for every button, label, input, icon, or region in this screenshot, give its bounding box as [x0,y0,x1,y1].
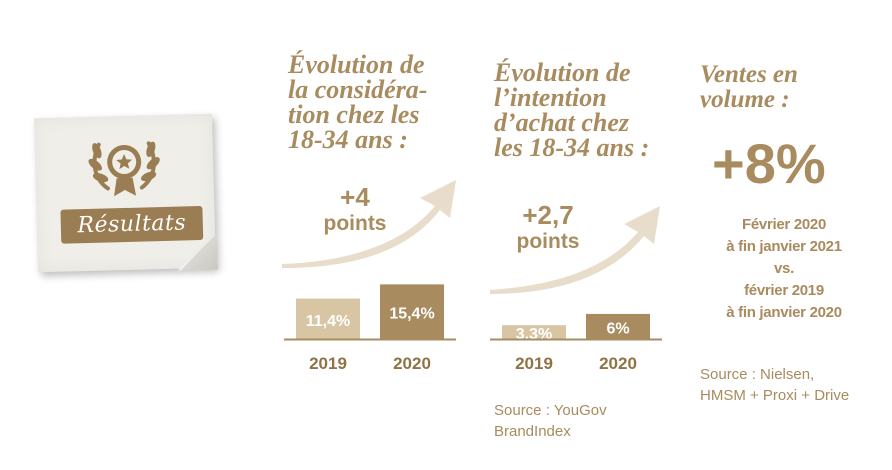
sales-source: Source : Nielsen, HMSM + Proxi + Drive [700,366,850,404]
intent-value-label-2019: 3,3% [516,326,552,343]
intent-bar-2019 [502,325,566,339]
laurel-star-icon [88,141,160,197]
consideration-category-label-2020: 2020 [393,354,431,373]
consideration-bar-chart: 11,4% 2019 15,4% 2020 [284,284,456,373]
intent-category-label-2019: 2019 [515,354,553,373]
consideration-bar-2020 [380,284,444,339]
results-badge: Résultats [34,113,216,273]
intent-category-label-2020: 2020 [599,354,637,373]
intent-bar-chart: 3,3% 2019 6% 2020 [490,313,662,373]
consideration-value-label-2019: 11,4% [306,313,350,330]
sales-period: Février 2020 à fin janvier 2021 vs. févr… [726,216,842,321]
consideration-bar-2019 [296,298,360,339]
results-label: Résultats [60,205,204,244]
intent-delta: +2,7 points [516,200,580,253]
sales-value: +8% [712,132,826,195]
consideration-category-label-2019: 2019 [309,354,347,373]
intent-title: Évolution de l’intention d’achat chez le… [494,58,650,162]
intent-arrow-icon [490,206,660,294]
intent-value-label-2020: 6% [606,320,629,337]
consideration-delta: +4 points [323,182,387,235]
consideration-arrow-icon [282,180,456,268]
sales-title: Ventes en volume : [700,61,798,113]
consideration-title: Évolution de la considéra- tion chez les… [288,50,428,154]
consideration-value-label-2020: 15,4% [389,306,434,323]
intent-source: Source : YouGov BrandIndex [494,402,607,440]
intent-bar-2020 [586,313,650,339]
